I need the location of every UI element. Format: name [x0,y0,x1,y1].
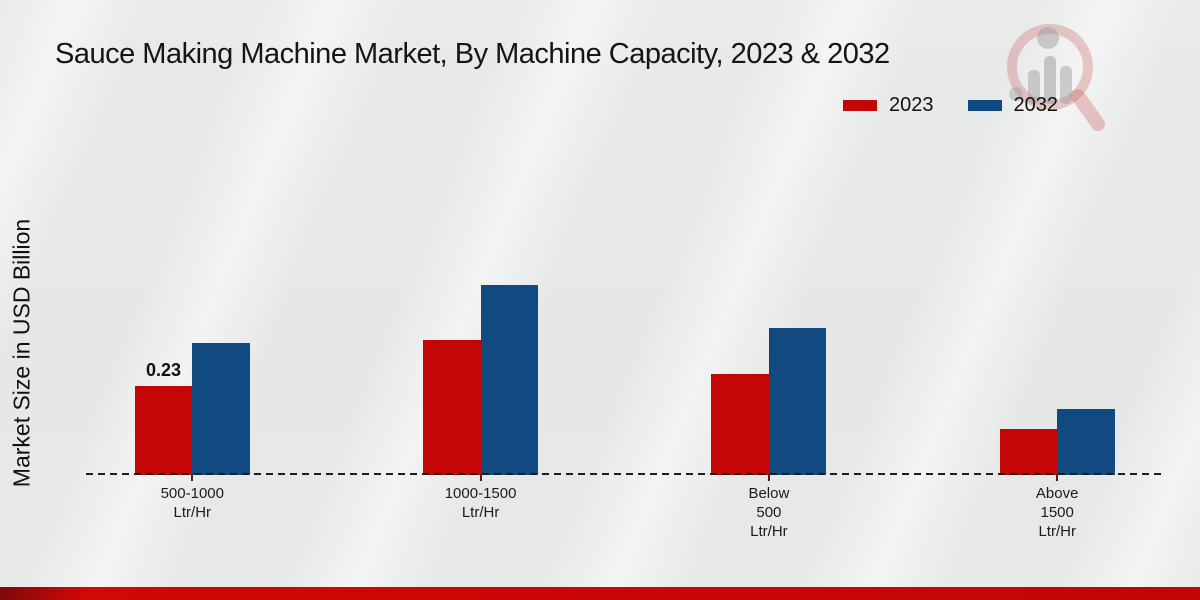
legend: 2023 2032 [843,94,1058,117]
bar-2023-500-1000-ltr-hr [134,386,193,475]
bar-2023-1000-1500-ltr-hr [423,339,481,475]
bar-2032-500-1000-ltr-hr [192,343,250,475]
bar-2023-above-1500-ltr-hr [999,428,1058,475]
x-axis-baseline [86,473,1164,475]
legend-label-2023: 2023 [889,94,934,116]
x-category-label: Above 1500 Ltr/Hr [1035,485,1079,540]
bar-2032-1000-1500-ltr-hr [480,285,539,475]
bar-value-label: 0.23 [145,359,182,380]
x-axis-tick [479,475,482,481]
legend-swatch-2023 [843,100,877,111]
chart-title: Sauce Making Machine Market, By Machine … [55,38,890,70]
bar-2032-below-500-ltr-hr [768,327,827,475]
legend-item-2032: 2032 [967,94,1059,117]
x-category-label: 1000-1500 Ltr/Hr [444,485,517,521]
x-axis-tick [767,475,770,481]
x-category-label: Below 500 Ltr/Hr [748,485,790,540]
footer-accent-bar [0,587,1200,600]
bar-2023-below-500-ltr-hr [711,374,769,475]
x-category-label: 500-1000 Ltr/Hr [160,485,224,521]
x-axis-tick [1056,475,1059,481]
legend-item-2023: 2023 [843,94,934,117]
bar-2032-above-1500-ltr-hr [1057,409,1115,475]
legend-swatch-2032 [967,100,1002,111]
y-axis-label: Market Size in USD Billion [8,218,35,488]
legend-label-2032: 2032 [1013,94,1059,116]
x-axis-tick [191,475,194,481]
magnifier-bar-chart-logo-icon [1007,24,1105,131]
